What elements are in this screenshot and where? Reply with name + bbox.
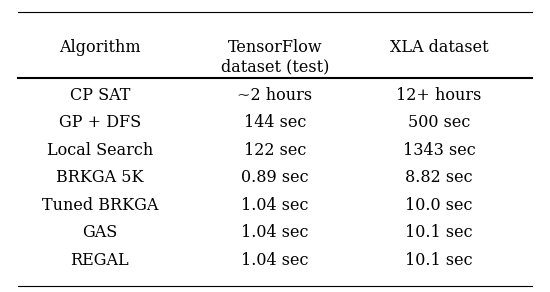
Text: Tuned BRKGA: Tuned BRKGA	[42, 197, 158, 214]
Text: REGAL: REGAL	[70, 252, 129, 269]
Text: 1.04 sec: 1.04 sec	[241, 252, 309, 269]
Text: BRKGA 5K: BRKGA 5K	[56, 169, 144, 186]
Text: 1343 sec: 1343 sec	[403, 142, 476, 159]
Text: 12+ hours: 12+ hours	[397, 87, 482, 104]
Text: 122 sec: 122 sec	[244, 142, 306, 159]
Text: GP + DFS: GP + DFS	[59, 114, 141, 131]
Text: 10.1 sec: 10.1 sec	[405, 252, 473, 269]
Text: Algorithm: Algorithm	[59, 39, 141, 56]
Text: CP SAT: CP SAT	[70, 87, 130, 104]
Text: TensorFlow
dataset (test): TensorFlow dataset (test)	[221, 39, 329, 76]
Text: 10.1 sec: 10.1 sec	[405, 224, 473, 241]
Text: Local Search: Local Search	[47, 142, 153, 159]
Text: 144 sec: 144 sec	[244, 114, 306, 131]
Text: 1.04 sec: 1.04 sec	[241, 197, 309, 214]
Text: 500 sec: 500 sec	[408, 114, 470, 131]
Text: 8.82 sec: 8.82 sec	[405, 169, 473, 186]
Text: XLA dataset: XLA dataset	[390, 39, 488, 56]
Text: 10.0 sec: 10.0 sec	[405, 197, 473, 214]
Text: GAS: GAS	[82, 224, 118, 241]
Text: 0.89 sec: 0.89 sec	[241, 169, 309, 186]
Text: 1.04 sec: 1.04 sec	[241, 224, 309, 241]
Text: ~2 hours: ~2 hours	[238, 87, 312, 104]
